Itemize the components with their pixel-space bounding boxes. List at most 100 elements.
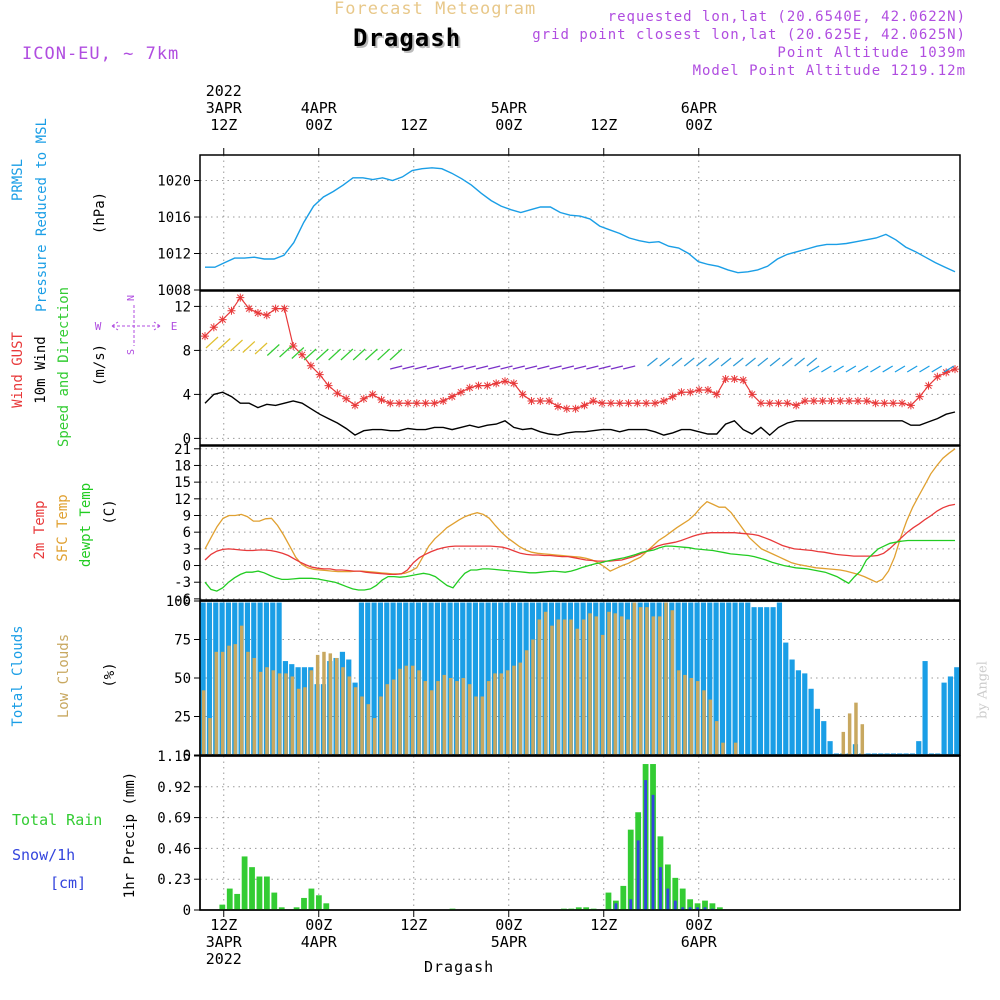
low-cloud-bar <box>645 607 649 755</box>
low-cloud-bar <box>594 616 599 755</box>
gust-point <box>342 394 351 403</box>
low-cloud-bar <box>214 651 219 755</box>
gust-point <box>756 399 765 408</box>
low-cloud-bar <box>847 713 852 755</box>
bottom-time-label: 12Z <box>210 916 237 934</box>
precip-unit-label: 1hr Precip (mm) <box>122 772 138 898</box>
compass-west: W <box>95 320 102 333</box>
wind-direction-arrow <box>524 365 538 370</box>
low-cloud-bar <box>695 681 700 755</box>
wind-direction-arrow <box>586 365 599 370</box>
total-cloud-bar <box>821 721 827 755</box>
snow-bar <box>666 888 670 910</box>
low-cloud-bar <box>721 742 725 755</box>
total-cloud-bar <box>206 602 213 755</box>
gust-point <box>359 394 368 403</box>
total-cloud-bar <box>922 661 928 755</box>
rain-bar <box>687 899 694 910</box>
gust-point <box>439 397 448 405</box>
wind-direction-arrow <box>488 365 501 370</box>
low-cloud-bar <box>220 651 225 755</box>
total-cloud-bar <box>871 753 878 755</box>
wind-direction-arrow <box>870 365 881 373</box>
gust-point <box>421 399 430 408</box>
temperature-ytick-label: -3 <box>174 575 191 591</box>
gust-point <box>853 397 862 405</box>
low-cloud-bar <box>461 678 466 755</box>
total-cloud-bar <box>928 753 935 755</box>
low-cloud-bar <box>239 625 244 755</box>
total-cloud-bar <box>808 688 814 755</box>
total-cloud-bar <box>384 602 390 755</box>
gust-point <box>280 304 289 313</box>
clouds-ytick-label: 25 <box>174 710 191 726</box>
rain-bar <box>605 892 612 910</box>
gust-point <box>501 377 509 386</box>
total-cloud-bar <box>909 753 916 755</box>
wind-direction-arrow <box>769 357 781 367</box>
bottom-time-label: 00Z <box>495 916 522 934</box>
snow-bar <box>614 903 618 910</box>
low-cloud-bar <box>290 676 295 755</box>
gust-point <box>906 401 915 410</box>
wind-direction-arrow <box>894 365 906 373</box>
wind-direction-arrow <box>205 336 219 349</box>
wind-direction-arrow <box>745 357 756 367</box>
requested-coords: requested lon,lat (20.6540E, 42.0622N) <box>607 9 966 25</box>
wind-direction-arrow <box>708 357 720 367</box>
wind-direction-arrow <box>475 365 489 370</box>
wind-direction-arrow <box>757 357 769 367</box>
total-cloud-bar <box>422 602 428 755</box>
low-cloud-bar <box>429 690 434 755</box>
low-cloud-bar <box>556 619 561 755</box>
gust-point <box>695 386 704 394</box>
clouds-label-total: Total Clouds <box>10 625 26 726</box>
snow-bar <box>629 899 633 910</box>
low-cloud-bar <box>423 681 428 755</box>
low-cloud-bar <box>689 678 694 755</box>
precip-ytick-label: 0 <box>183 903 191 919</box>
precip-label-total-rain: Total Rain <box>12 811 102 829</box>
gust-line <box>204 296 956 410</box>
bottom-time-label: 5APR <box>491 933 528 951</box>
gust-point <box>527 397 536 405</box>
temperature-frame <box>199 445 961 601</box>
wind-direction-arrow <box>659 357 671 367</box>
footer-location: Dragash <box>424 958 495 976</box>
snow-bar <box>696 907 699 910</box>
total-cloud-bar <box>719 602 726 755</box>
gust-point <box>712 390 721 399</box>
total-cloud-bar <box>466 602 472 755</box>
point-altitude: Point Altitude 1039m <box>777 45 966 61</box>
total-cloud-bar <box>371 602 377 755</box>
gust-point <box>333 389 342 398</box>
precip-label-cm: [cm] <box>50 874 86 892</box>
pressure-ytick-label: 1012 <box>157 247 191 263</box>
clouds-ytick-label: 100 <box>166 594 191 610</box>
gust-point <box>933 372 942 381</box>
total-cloud-bar <box>802 673 808 755</box>
low-cloud-bar <box>543 611 548 755</box>
low-cloud-bar <box>518 662 523 755</box>
total-cloud-bar <box>833 753 840 755</box>
rain-bar <box>249 867 255 910</box>
low-cloud-bar <box>562 619 567 755</box>
low-cloud-bar <box>676 670 681 755</box>
top-time-label: 12Z <box>210 116 237 134</box>
temperature-ytick-label: 12 <box>174 492 191 508</box>
gust-point <box>633 399 642 408</box>
gust-point <box>253 309 262 317</box>
total-cloud-bar <box>453 602 460 755</box>
wind-direction-arrow <box>389 348 403 361</box>
gust-point <box>915 392 924 401</box>
temperature-ytick-label: 21 <box>174 442 191 458</box>
gust-point <box>271 304 280 313</box>
low-cloud-bar <box>683 674 687 755</box>
wind-direction-arrow <box>279 345 292 358</box>
low-cloud-bar <box>670 610 675 755</box>
low-cloud-bar <box>309 670 314 755</box>
compass-north: N <box>126 295 137 301</box>
low-cloud-bar <box>404 665 409 755</box>
top-time-label: 12Z <box>400 116 427 134</box>
wind-ytick-label: 8 <box>183 343 191 359</box>
